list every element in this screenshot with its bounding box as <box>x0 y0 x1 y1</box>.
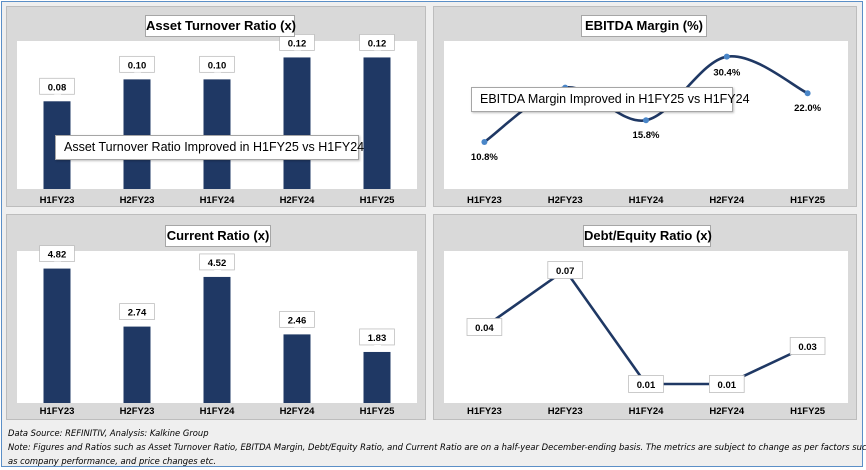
x-tick-label: H2FY23 <box>120 406 155 417</box>
data-label: 0.12 <box>279 34 315 58</box>
svg-text:0.10: 0.10 <box>128 60 147 71</box>
x-tick-label: H1FY25 <box>360 195 396 206</box>
ebitda-margin-panel: 10.8%23.3%15.8%30.4%22.0%H1FY23H2FY23H1F… <box>433 6 857 207</box>
svg-text:0.08: 0.08 <box>48 82 67 93</box>
bar <box>123 79 151 189</box>
data-label: 30.4% <box>713 68 740 79</box>
x-tick-label: H2FY23 <box>548 406 583 417</box>
debt-equity-panel: 0.04 0.07 0.01 0.01 0.03 H1FY23 H2FY23 H1FY24 H2… <box>433 214 857 420</box>
bar <box>363 351 391 403</box>
svg-text:0.01: 0.01 <box>637 380 656 391</box>
debt-equity-chart: 0.04 0.07 0.01 0.01 0.03 H1FY23 H2FY23 H1FY24 H2… <box>444 251 848 417</box>
x-tick-label: H1FY25 <box>790 406 826 417</box>
svg-text:0.10: 0.10 <box>208 60 227 71</box>
asset-turnover-title: Asset Turnover Ratio (x) <box>145 15 296 37</box>
bar <box>203 276 231 403</box>
data-label: 0.01 <box>628 375 664 393</box>
bar <box>43 268 71 403</box>
svg-text:0.07: 0.07 <box>556 266 575 277</box>
data-label: 2.46 <box>279 310 315 335</box>
data-point <box>723 53 730 60</box>
x-tick-label: H2FY23 <box>120 195 155 206</box>
data-label: 4.82 <box>39 245 75 269</box>
data-label: 0.10 <box>119 55 155 80</box>
svg-text:0.03: 0.03 <box>798 342 817 353</box>
x-tick-label: H2FY24 <box>709 406 745 417</box>
asset-turnover-annotation: Asset Turnover Ratio Improved in H1FY25 … <box>55 135 364 160</box>
svg-text:0.12: 0.12 <box>288 38 307 49</box>
svg-text:0.01: 0.01 <box>718 380 737 391</box>
x-tick-label: H1FY24 <box>629 195 665 206</box>
data-label: 22.0% <box>794 103 821 114</box>
x-tick-label: H1FY25 <box>790 195 826 206</box>
current-ratio-title: Current Ratio (x) <box>165 225 271 247</box>
x-tick-label: H2FY24 <box>709 195 745 206</box>
data-label: 0.10 <box>199 55 235 80</box>
data-label: 0.08 <box>39 77 75 102</box>
data-label: 0.12 <box>359 34 395 58</box>
bar <box>363 57 391 189</box>
current-ratio-panel: 4.82 2.74 4.52 2.46 1.83 H1FY23 H2FY23 H1FY24 H2… <box>6 214 426 420</box>
data-label: 0.07 <box>547 261 584 279</box>
x-tick-label: H1FY24 <box>200 406 236 417</box>
x-tick-label: H1FY23 <box>40 406 75 417</box>
data-source-text: Data Source: REFINITIV, Analysis: Kalkin… <box>8 428 209 438</box>
x-tick-label: H2FY24 <box>280 195 316 206</box>
x-tick-label: H1FY23 <box>467 195 502 206</box>
ebitda-margin-chart: 10.8%23.3%15.8%30.4%22.0%H1FY23H2FY23H1F… <box>444 41 848 206</box>
data-label: 10.8% <box>471 152 498 163</box>
ebitda-margin-title: EBITDA Margin (%) <box>581 15 707 37</box>
data-point <box>643 117 649 124</box>
svg-text:2.46: 2.46 <box>288 315 307 326</box>
data-label: 4.52 <box>199 253 235 277</box>
svg-text:4.82: 4.82 <box>48 250 67 261</box>
data-label: 15.8% <box>633 130 660 141</box>
ebitda-margin-annotation: EBITDA Margin Improved in H1FY25 vs H1FY… <box>471 87 750 112</box>
debt-equity-title: Debt/Equity Ratio (x) <box>583 225 712 247</box>
bar <box>283 334 311 403</box>
svg-text:0.12: 0.12 <box>368 38 387 49</box>
svg-text:2.74: 2.74 <box>128 308 147 319</box>
data-label: 2.74 <box>119 303 155 327</box>
svg-text:4.52: 4.52 <box>208 258 227 269</box>
bar <box>123 326 151 403</box>
svg-text:0.04: 0.04 <box>475 323 494 334</box>
data-label: 1.83 <box>359 328 395 352</box>
bar <box>283 57 311 189</box>
footer: Data Source: REFINITIV, Analysis: Kalkin… <box>8 426 866 468</box>
current-ratio-chart: 4.82 2.74 4.52 2.46 1.83 H1FY23 H2FY23 H1FY24 H2… <box>17 245 417 417</box>
x-tick-label: H2FY24 <box>280 406 316 417</box>
data-point <box>804 90 811 97</box>
note-text-line-2: as company performance, and price change… <box>8 456 217 466</box>
bar <box>203 79 231 189</box>
x-tick-label: H1FY24 <box>629 406 665 417</box>
x-tick-label: H1FY23 <box>40 195 75 206</box>
x-tick-label: H1FY24 <box>200 195 236 206</box>
data-point <box>481 138 488 145</box>
plot-area <box>444 41 848 189</box>
data-label: 0.03 <box>789 337 826 355</box>
data-label: 0.01 <box>708 375 745 393</box>
note-text-line-1: Note: Figures and Ratios such as Asset T… <box>8 442 866 452</box>
svg-text:1.83: 1.83 <box>368 333 387 344</box>
x-tick-label: H2FY23 <box>548 195 583 206</box>
data-label: 0.04 <box>466 318 503 336</box>
asset-turnover-panel: 0.08 0.10 0.10 0.12 0.12 H1FY23 H2FY23 H1FY24 H2… <box>6 6 426 207</box>
asset-turnover-chart: 0.08 0.10 0.10 0.12 0.12 H1FY23 H2FY23 H1FY24 H2… <box>17 34 417 206</box>
x-tick-label: H1FY23 <box>467 406 502 417</box>
x-tick-label: H1FY25 <box>360 406 396 417</box>
